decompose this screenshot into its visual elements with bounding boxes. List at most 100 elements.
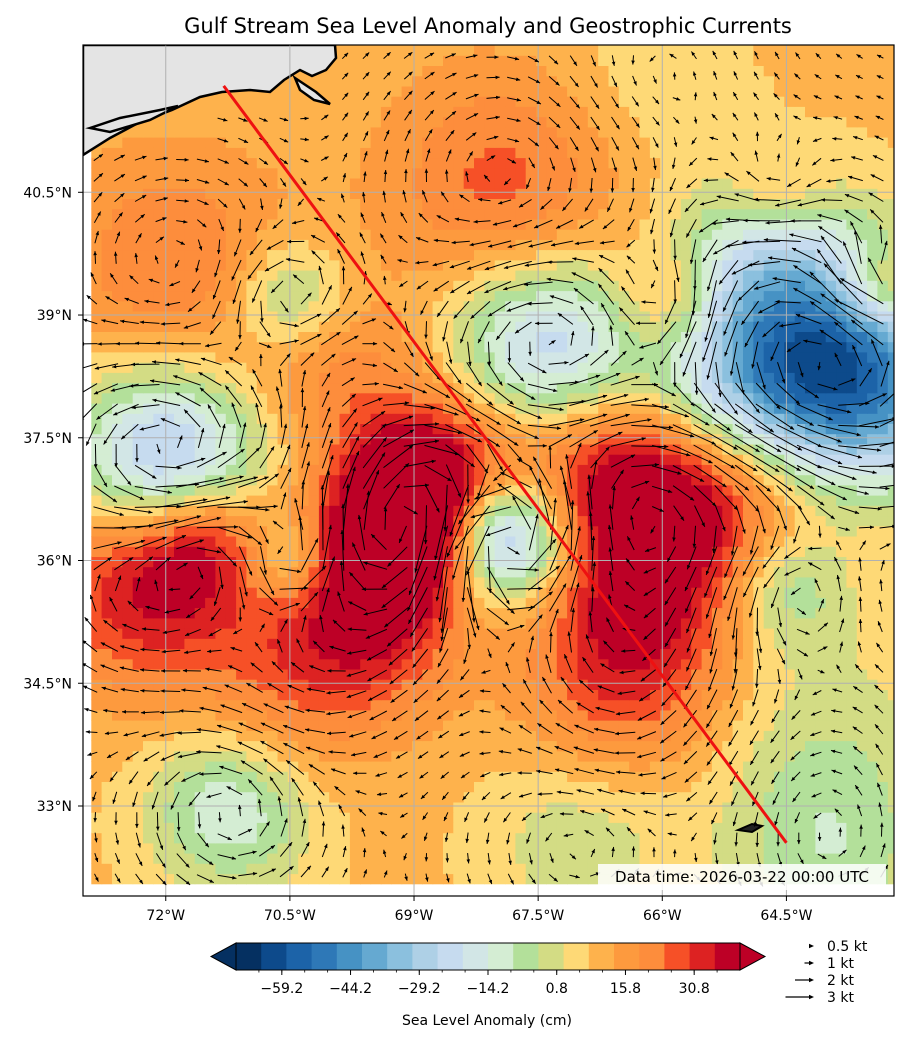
sla-cell bbox=[391, 689, 403, 701]
sla-cell bbox=[153, 331, 165, 343]
sla-cell bbox=[525, 648, 537, 660]
sla-cell bbox=[474, 249, 485, 261]
sla-cell bbox=[112, 423, 123, 435]
sla-cell bbox=[887, 638, 894, 649]
sla-cell bbox=[680, 321, 692, 332]
sla-cell bbox=[318, 249, 330, 261]
sla-cell bbox=[422, 392, 434, 404]
sla-cell bbox=[277, 403, 289, 414]
sla-cell bbox=[143, 403, 154, 414]
sla-cell bbox=[670, 781, 682, 793]
sla-cell bbox=[763, 781, 775, 793]
sla-cell bbox=[401, 689, 413, 701]
sla-cell bbox=[432, 761, 444, 772]
sla-cell bbox=[877, 771, 889, 782]
sla-cell bbox=[691, 771, 703, 782]
sla-cell bbox=[101, 321, 113, 332]
sla-cell bbox=[711, 239, 723, 251]
sla-cell bbox=[784, 372, 796, 384]
sla-cell bbox=[236, 413, 247, 424]
sla-cell bbox=[649, 699, 661, 711]
sla-cell bbox=[308, 536, 320, 547]
sla-cell bbox=[205, 525, 216, 537]
sla-cell bbox=[556, 362, 568, 373]
sla-cell bbox=[174, 761, 185, 772]
sla-cell bbox=[112, 873, 123, 885]
sla-cell bbox=[867, 607, 878, 619]
sla-cell bbox=[443, 249, 454, 261]
sla-cell bbox=[349, 679, 361, 690]
sla-cell bbox=[711, 536, 723, 547]
sla-cell bbox=[267, 290, 278, 302]
sla-cell bbox=[225, 638, 237, 649]
sla-cell bbox=[349, 771, 361, 782]
sla-cell bbox=[691, 525, 703, 537]
sla-cell bbox=[815, 474, 827, 486]
sla-cell bbox=[215, 566, 227, 578]
sla-cell bbox=[236, 362, 247, 373]
sla-cell bbox=[380, 668, 392, 680]
sla-cell bbox=[753, 832, 765, 844]
sla-cell bbox=[236, 372, 247, 384]
sla-cell bbox=[753, 249, 765, 261]
sla-cell bbox=[132, 801, 144, 813]
sla-cell bbox=[846, 423, 858, 435]
sla-cell bbox=[556, 515, 568, 527]
sla-cell bbox=[815, 403, 827, 414]
sla-cell bbox=[887, 341, 894, 353]
sla-cell bbox=[236, 740, 247, 752]
sla-cell bbox=[805, 310, 816, 322]
sla-cell bbox=[422, 413, 434, 424]
sla-cell bbox=[132, 351, 144, 363]
sla-cell bbox=[660, 249, 672, 261]
sla-cell bbox=[639, 740, 651, 752]
sla-cell bbox=[680, 249, 692, 261]
sla-cell bbox=[856, 709, 868, 721]
sla-cell bbox=[525, 382, 537, 394]
sla-cell bbox=[474, 832, 485, 844]
sla-cell bbox=[846, 351, 858, 363]
sla-cell bbox=[308, 392, 320, 404]
sla-cell bbox=[536, 607, 547, 619]
sla-cell bbox=[122, 791, 134, 803]
sla-cell bbox=[380, 403, 392, 414]
sla-cell bbox=[256, 801, 268, 813]
sla-cell bbox=[743, 607, 754, 619]
sla-cell bbox=[639, 720, 651, 731]
sla-cell bbox=[380, 351, 392, 363]
sla-cell bbox=[577, 587, 589, 598]
sla-cell bbox=[649, 433, 661, 445]
sla-cell bbox=[194, 464, 206, 476]
sla-cell bbox=[370, 300, 382, 312]
sla-cell bbox=[815, 617, 827, 629]
sla-cell bbox=[649, 771, 661, 782]
sla-cell bbox=[608, 853, 620, 864]
sla-cell bbox=[360, 628, 372, 639]
sla-cell bbox=[629, 679, 641, 690]
sla-cell bbox=[846, 617, 858, 629]
sla-cell bbox=[556, 791, 568, 803]
sla-cell bbox=[753, 484, 765, 496]
sla-cell bbox=[287, 270, 299, 281]
sla-cell bbox=[743, 771, 754, 782]
sla-cell bbox=[287, 229, 299, 240]
sla-cell bbox=[536, 791, 547, 803]
sla-cell bbox=[711, 791, 723, 803]
sla-cell bbox=[453, 495, 465, 506]
sla-cell bbox=[546, 781, 558, 793]
sla-cell bbox=[774, 382, 785, 394]
sla-cell bbox=[205, 597, 216, 609]
sla-cell bbox=[174, 484, 185, 496]
sla-cell bbox=[587, 331, 599, 343]
sla-cell bbox=[546, 791, 558, 803]
sla-cell bbox=[670, 321, 682, 332]
sla-cell bbox=[370, 536, 382, 547]
sla-cell bbox=[618, 720, 630, 731]
sla-cell bbox=[753, 536, 765, 547]
sla-cell bbox=[184, 607, 196, 619]
sla-cell bbox=[753, 658, 765, 670]
sla-cell bbox=[277, 566, 289, 578]
sla-cell bbox=[432, 229, 444, 240]
sla-cell bbox=[618, 270, 630, 281]
sla-cell bbox=[556, 638, 568, 649]
